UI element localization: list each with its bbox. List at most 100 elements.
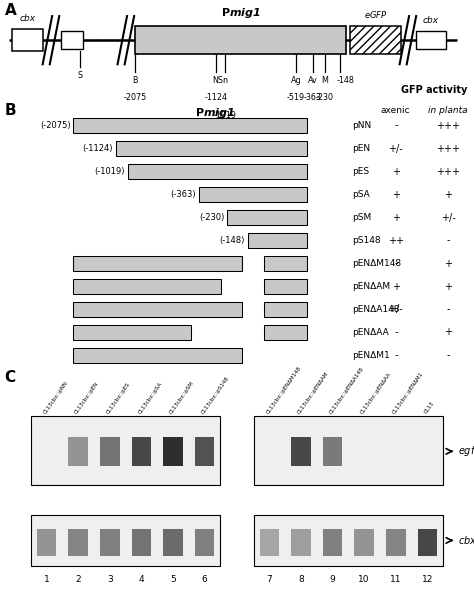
Text: 7: 7 [266,575,272,584]
Bar [37,529,56,556]
Bar [73,348,242,363]
Text: +: + [392,167,400,176]
Text: B: B [132,77,138,86]
Bar [12,29,43,51]
Text: +/-: +/- [388,304,403,315]
Bar [264,256,307,271]
Text: $\it{cbx}$: $\it{cbx}$ [458,535,474,547]
Text: (-1124): (-1124) [82,144,113,153]
Text: pENΔAA: pENΔAA [352,328,389,337]
Bar [418,529,437,556]
Text: (-230): (-230) [199,213,225,222]
Text: (-363): (-363) [170,190,196,199]
Text: CL13cbx::pENΔAM: CL13cbx::pENΔAM [297,371,330,415]
Bar [386,529,406,556]
Bar [100,529,119,556]
Bar [163,529,183,556]
Bar [254,515,443,566]
Bar [73,118,307,133]
Text: -: - [394,328,398,337]
Text: pES: pES [352,167,369,176]
Text: CL13cbx::pSA: CL13cbx::pSA [137,381,163,415]
Text: -363: -363 [304,93,322,102]
Text: pS148: pS148 [352,236,380,245]
Bar [264,279,307,294]
Text: cbx: cbx [19,14,36,23]
Bar [199,187,307,202]
Text: $\it{eGFP}$: $\it{eGFP}$ [364,9,387,20]
Text: CL13cbx::pS148: CL13cbx::pS148 [201,376,230,415]
Text: P$\bfit{mig1}$: P$\bfit{mig1}$ [220,6,261,20]
Text: pENΔAM: pENΔAM [352,282,390,291]
Bar [73,279,220,294]
Text: +++: +++ [436,144,460,154]
Text: +++: +++ [436,121,460,130]
Bar [260,529,279,556]
Text: 10: 10 [358,575,370,584]
Text: -: - [394,121,398,130]
Text: pEN: pEN [352,144,370,153]
Text: CL13cbx::pSM: CL13cbx::pSM [169,380,195,415]
Bar [195,529,214,556]
Bar [248,233,307,248]
Text: (-2075): (-2075) [40,121,71,130]
Text: pSA: pSA [352,190,369,199]
Bar [355,529,374,556]
Text: pENΔM1: pENΔM1 [352,351,390,360]
Bar [323,437,342,466]
Bar [128,164,307,179]
Text: CL13cbx::pENΔA148: CL13cbx::pENΔA148 [328,366,365,415]
Bar [228,210,307,225]
Text: GFP activity: GFP activity [401,86,467,96]
Text: (-148): (-148) [219,236,245,245]
Text: B: B [5,103,17,118]
Text: +/-: +/- [440,212,456,222]
Text: -519: -519 [287,93,305,102]
Text: in planta: in planta [428,106,468,115]
Text: -1019: -1019 [213,111,236,120]
Text: -230: -230 [316,93,334,102]
Text: pENΔA148: pENΔA148 [352,305,399,314]
Text: +: + [392,190,400,200]
Text: -2075: -2075 [123,93,147,102]
Text: +++: +++ [436,167,460,176]
Bar [116,141,307,156]
Text: pNN: pNN [352,121,371,130]
Text: (-1019): (-1019) [95,167,125,176]
Text: 12: 12 [422,575,433,584]
Text: 3: 3 [107,575,113,584]
Bar [135,26,346,54]
Bar [100,437,119,466]
Text: NSn: NSn [212,77,228,86]
Text: CL13cbx::pENΔAA: CL13cbx::pENΔAA [360,371,392,415]
Text: +: + [444,258,452,269]
Bar [323,529,342,556]
Text: axenic: axenic [381,106,410,115]
Text: Ag: Ag [291,77,301,86]
Text: CL13cbx::pENΔM148: CL13cbx::pENΔM148 [265,365,302,415]
Text: -: - [446,350,450,361]
Text: +: + [392,212,400,222]
Text: CL13cbx::pNN: CL13cbx::pNN [43,380,69,415]
Text: +: + [444,328,452,337]
Text: 8: 8 [298,575,304,584]
Text: 5: 5 [170,575,176,584]
Bar [264,302,307,317]
Text: -: - [394,258,398,269]
Text: +: + [444,282,452,291]
Text: A: A [5,3,17,18]
Text: P$\bfit{mig1}$: P$\bfit{mig1}$ [194,106,235,120]
Text: 9: 9 [330,575,336,584]
Text: 1: 1 [44,575,49,584]
Text: -: - [446,304,450,315]
Text: -: - [394,350,398,361]
Text: CL13: CL13 [423,401,435,415]
Text: 4: 4 [138,575,144,584]
Text: M: M [321,77,328,86]
Text: CL13cbx::pENΔM1: CL13cbx::pENΔM1 [392,371,425,415]
Bar [68,529,88,556]
Text: pENΔM148: pENΔM148 [352,259,401,268]
Bar [73,256,242,271]
Bar [416,31,446,49]
Text: cbx: cbx [423,16,439,25]
